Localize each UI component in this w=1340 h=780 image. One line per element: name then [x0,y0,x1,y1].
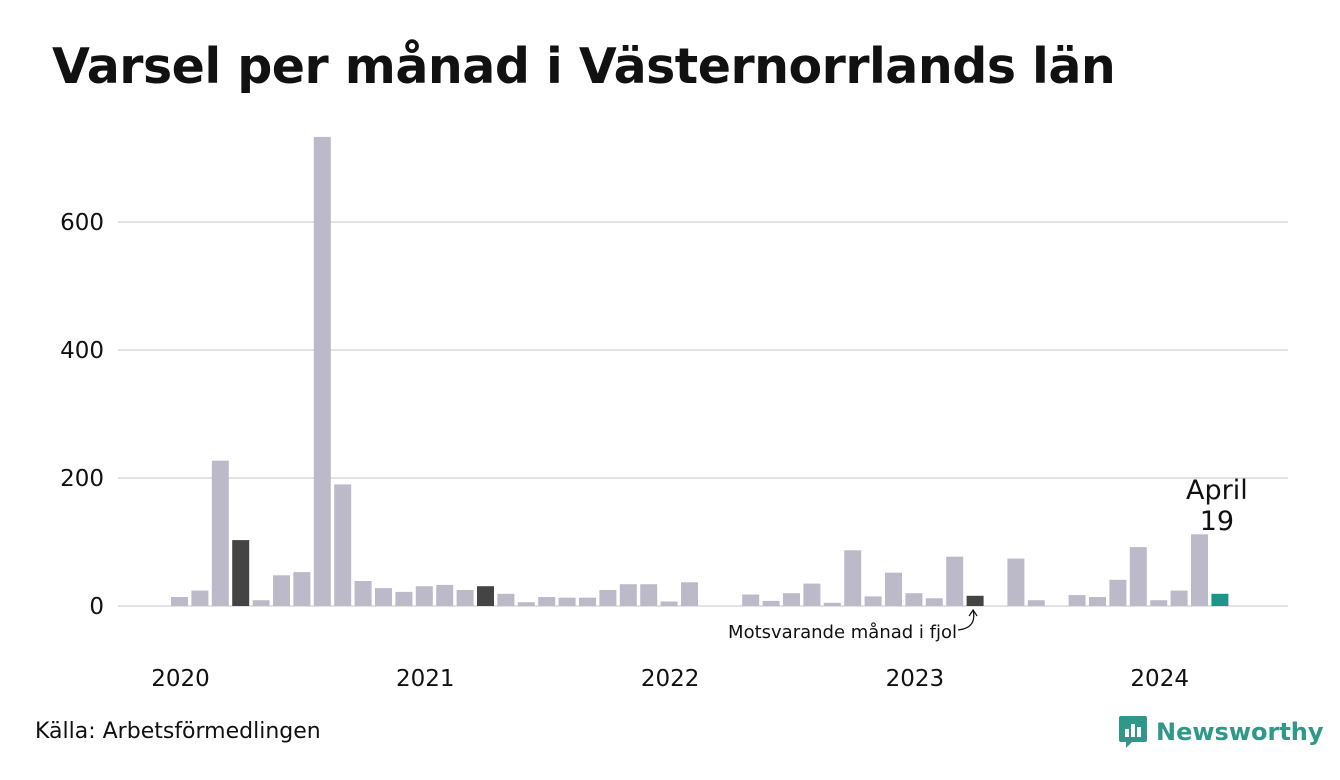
bar-2021-11 [619,584,637,606]
bar-2021-03 [456,590,474,606]
bar-2022-07 [783,593,800,606]
bar-2022-05 [742,594,760,606]
bar-2024-04 [1211,593,1229,606]
bar-2022-02 [681,582,698,606]
bar-2021-09 [579,597,596,606]
bar-2021-06 [517,602,535,606]
comparison-arrow [957,609,975,631]
bar-2020-10 [354,581,372,606]
bar-2023-04 [966,595,984,606]
bar-2023-10 [1089,597,1106,606]
bar-2023-06 [1007,558,1025,606]
bar-2020-05 [252,600,270,606]
bar-2021-12 [640,584,658,606]
bar-2023-02 [925,598,943,606]
x-tick-label: 2023 [886,666,945,692]
bar-2020-06 [273,575,290,606]
chart-speech-bubble-icon [1119,716,1147,748]
source-note: Källa: Arbetsförmedlingen [35,719,321,744]
brand-logo: Newsworthy [1118,714,1324,750]
bar-2023-01 [905,593,923,606]
bar-2023-07 [1027,600,1045,606]
bar-2022-06 [762,600,780,606]
chart-title: Varsel per månad i Västernorrlands län [52,38,1116,95]
x-axis-tick-labels: 2020 2021 2022 2023 2024 [151,666,1189,692]
bar-2021-04 [477,586,494,606]
bars [171,136,1229,606]
bar-2024-02 [1170,590,1188,606]
annotations: April 19 Motsvarande månad i fjol [728,475,1248,643]
bar-2022-09 [823,602,841,606]
x-tick-label: 2020 [151,666,210,692]
bar-2023-11 [1109,579,1127,606]
bar-2020-04 [232,540,250,606]
bar-2021-05 [497,593,515,606]
bar-2020-09 [334,484,352,606]
bar-2021-07 [538,597,556,606]
x-tick-label: 2024 [1130,666,1189,692]
y-tick-label: 600 [60,210,104,236]
y-tick-label: 0 [89,594,104,620]
bar-2020-11 [375,588,392,606]
brand-name: Newsworthy [1156,718,1324,746]
x-tick-label: 2021 [396,666,455,692]
bar-2022-11 [864,596,882,606]
bar-2024-03 [1191,534,1208,606]
bar-2020-01 [171,597,188,606]
bar-2023-03 [946,556,964,606]
x-tick-label: 2022 [641,666,700,692]
bar-2022-10 [844,550,862,606]
bar-2021-10 [599,590,617,606]
current-value-label: 19 [1200,506,1234,537]
y-tick-label: 200 [60,466,104,492]
bar-2024-01 [1150,600,1168,606]
bar-2020-02 [191,590,209,606]
y-tick-label: 400 [60,338,104,364]
bar-2021-08 [558,597,576,606]
current-month-label: April [1186,475,1248,506]
bar-2020-07 [293,572,311,606]
bar-2020-08 [313,136,331,606]
comparison-month-label: Motsvarande månad i fjol [728,622,957,643]
bar-2021-01 [415,586,433,606]
bar-2022-01 [660,601,678,606]
gridlines [118,221,1288,607]
bar-2020-12 [395,591,413,606]
bar-2023-09 [1068,595,1086,606]
comparison-arrowhead [968,608,978,617]
y-axis-tick-labels: 0 200 400 600 [60,210,104,620]
bar-2023-12 [1129,547,1147,606]
bar-2020-03 [211,460,229,606]
bar-2022-12 [885,572,902,606]
bar-2022-08 [803,583,821,606]
bar-2021-02 [436,584,454,606]
